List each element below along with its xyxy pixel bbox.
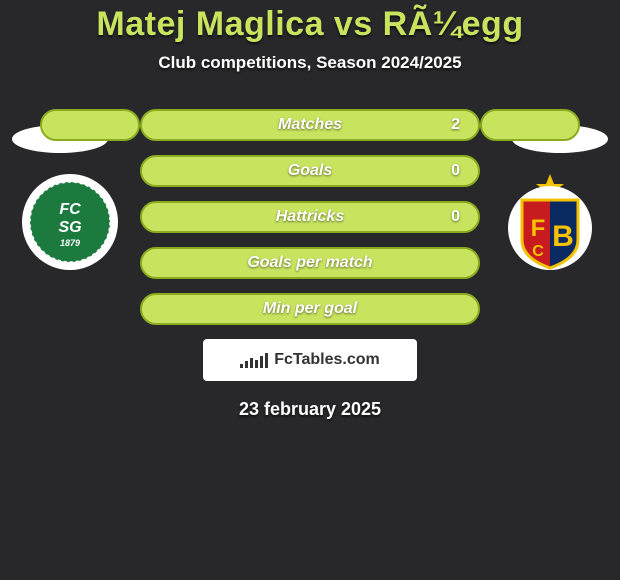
comparison-card: Matej Maglica vs RÃ¼egg Club competition… (0, 0, 620, 580)
stat-right-pill (480, 109, 580, 141)
stat-label: Hattricks (162, 208, 458, 226)
stat-rows: Matches2Goals0Hattricks0Goals per matchM… (0, 109, 620, 325)
source-badge-block: FcTables.com (0, 339, 620, 381)
fctables-badge[interactable]: FcTables.com (203, 339, 417, 381)
stat-row: Goals per match (0, 247, 620, 279)
stat-left-pill (40, 201, 140, 233)
stat-right-pill (480, 247, 580, 279)
stat-label: Goals (162, 162, 458, 180)
stat-row: Hattricks0 (0, 201, 620, 233)
stat-right-pill (480, 155, 580, 187)
page-subtitle: Club competitions, Season 2024/2025 (0, 53, 620, 73)
stat-label: Goals per match (162, 254, 458, 272)
stat-label: Min per goal (162, 300, 458, 318)
stat-left-pill (40, 293, 140, 325)
snapshot-date: 23 february 2025 (0, 399, 620, 420)
stat-label: Matches (162, 116, 458, 134)
stat-pill: Matches2 (140, 109, 480, 141)
page-title: Matej Maglica vs RÃ¼egg (0, 6, 620, 43)
stat-value-right: 0 (451, 208, 460, 226)
stat-left-pill (40, 247, 140, 279)
stat-row: Goals0 (0, 155, 620, 187)
stat-value-right: 0 (451, 162, 460, 180)
stat-row: Min per goal (0, 293, 620, 325)
stat-pill: Goals0 (140, 155, 480, 187)
bar-chart-icon (240, 352, 268, 368)
stat-right-pill (480, 293, 580, 325)
stat-value-right: 2 (451, 116, 460, 134)
stat-pill: Goals per match (140, 247, 480, 279)
stat-pill: Min per goal (140, 293, 480, 325)
stat-pill: Hattricks0 (140, 201, 480, 233)
fctables-text: FcTables.com (274, 351, 380, 369)
stat-left-pill (40, 155, 140, 187)
stat-left-pill (40, 109, 140, 141)
stat-row: Matches2 (0, 109, 620, 141)
stat-right-pill (480, 201, 580, 233)
